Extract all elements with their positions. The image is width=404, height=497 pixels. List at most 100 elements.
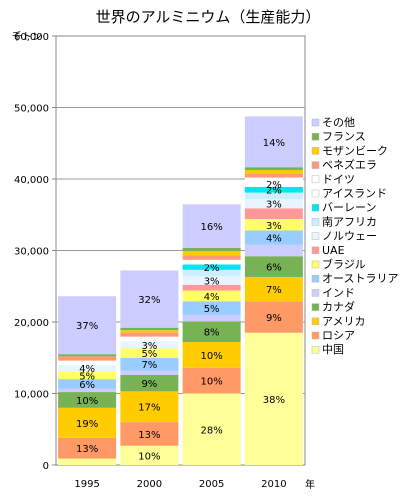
bar-segment	[58, 379, 117, 389]
bar-segment	[182, 255, 241, 260]
legend-entry: その他	[322, 116, 355, 129]
bar-segment	[120, 357, 179, 371]
bar-segment	[58, 392, 117, 408]
legend-swatch	[311, 331, 320, 340]
bar-segment	[244, 177, 303, 182]
data-label: 5%	[79, 371, 95, 382]
data-label: 5%	[204, 304, 220, 315]
legend-entry: ドイツ	[322, 173, 355, 186]
bar-segment	[120, 330, 179, 333]
x-axis: 1995 2000 2005 2010	[74, 479, 286, 490]
bar-segment	[120, 336, 179, 342]
data-label: 10%	[201, 377, 223, 388]
chart-title: 世界のアルミニウム（生産能力）	[96, 8, 321, 26]
bar-segment	[244, 192, 303, 200]
data-label: 4%	[79, 364, 95, 375]
bar-segment	[120, 422, 179, 446]
legend-entry: フランス	[322, 130, 366, 143]
bar-stack-1995: 13% 19% 10% 6%5%4% 37%	[58, 296, 117, 465]
legend-swatch	[311, 345, 320, 354]
bar-stack-2005: 28% 10% 10% 8% 5%4% 3% 2% 16%	[182, 204, 241, 465]
data-label: 32%	[138, 295, 160, 306]
data-label: 8%	[204, 328, 220, 339]
data-label: 37%	[76, 321, 98, 332]
y-tick-label: 20,000	[14, 318, 49, 329]
legend-entry: インド	[322, 286, 355, 299]
data-label: 2%	[266, 180, 282, 191]
data-label: 3%	[266, 200, 282, 211]
bar-segment	[244, 256, 303, 277]
data-label: 17%	[138, 403, 160, 414]
x-unit-label: 年	[305, 478, 315, 491]
bar-segment	[244, 219, 303, 231]
legend-entry: カナダ	[322, 300, 355, 314]
x-tick-label: 2000	[137, 479, 162, 490]
legend-entry: バーレーン	[322, 201, 376, 214]
bar-segment	[120, 332, 179, 337]
bar-segment	[58, 360, 117, 365]
legend-swatch	[311, 189, 320, 198]
bar-segment	[182, 314, 241, 322]
bar-segment	[120, 327, 179, 331]
data-label: 3%	[141, 341, 157, 352]
bar-segment	[182, 367, 241, 394]
y-tick-label: 10,000	[14, 390, 49, 401]
data-label: 3%	[204, 277, 220, 288]
bar-segment	[182, 290, 241, 302]
bar-segment	[244, 332, 303, 465]
legend-swatch	[311, 260, 320, 269]
legend-swatch	[311, 147, 320, 155]
bar-segment	[182, 247, 241, 252]
bar-segment	[244, 199, 303, 209]
y-tick-label: 60,000	[14, 32, 49, 43]
bar-segment	[58, 458, 117, 465]
y-axis: 0 10,000 20,000 30,000 40,000 50,000 60,000	[14, 32, 56, 472]
legend-entry: オーストラリア	[322, 272, 398, 285]
x-tick-label: 2010	[261, 479, 286, 490]
bar-segment	[120, 391, 179, 423]
bar-segment	[244, 301, 303, 333]
bar-segment	[182, 259, 241, 265]
y-tick-label: 0	[43, 461, 49, 472]
bar-segment	[182, 393, 241, 465]
legend-swatch	[311, 118, 320, 127]
legend-swatch	[311, 317, 320, 326]
data-label: 28%	[201, 425, 223, 436]
bar-segment	[182, 276, 241, 285]
bars: 13%19%10%6%5%4%37%10%13%17%9%7%5%3%32%28…	[58, 116, 303, 465]
legend-swatch	[311, 203, 320, 212]
bar-segment	[244, 244, 303, 257]
bar-segment	[58, 407, 117, 438]
bar-segment	[244, 181, 303, 187]
data-label: 13%	[138, 430, 160, 441]
legend-swatch	[311, 274, 320, 283]
legend-swatch	[311, 161, 320, 169]
legend-swatch	[311, 246, 320, 255]
bar-segment	[182, 301, 241, 315]
legend-entry: ブラジル	[322, 257, 366, 271]
data-label: 6%	[79, 380, 95, 391]
data-label: 5%	[141, 349, 157, 360]
bar-segment	[244, 276, 303, 302]
data-label: 13%	[76, 444, 98, 455]
bar-segment	[120, 370, 179, 375]
data-label: 4%	[266, 234, 282, 245]
bar-segment	[58, 364, 117, 372]
bar-segment	[182, 264, 241, 270]
bar-segment	[58, 388, 117, 393]
data-label: 7%	[141, 360, 157, 371]
data-label: 10%	[138, 451, 160, 462]
bar-segment	[182, 284, 241, 291]
bar-segment	[244, 116, 303, 168]
data-label: 16%	[201, 222, 223, 233]
data-label: 2%	[266, 186, 282, 197]
bar-segment	[182, 321, 241, 343]
data-label: 6%	[266, 263, 282, 274]
legend-swatch	[311, 132, 320, 141]
y-tick-label: 30,000	[14, 247, 49, 258]
bar-segment	[182, 204, 241, 248]
legend-entry: アメリカ	[322, 315, 365, 328]
legend-entry: 南アフリカ	[322, 215, 377, 228]
data-label: 4%	[204, 292, 220, 303]
